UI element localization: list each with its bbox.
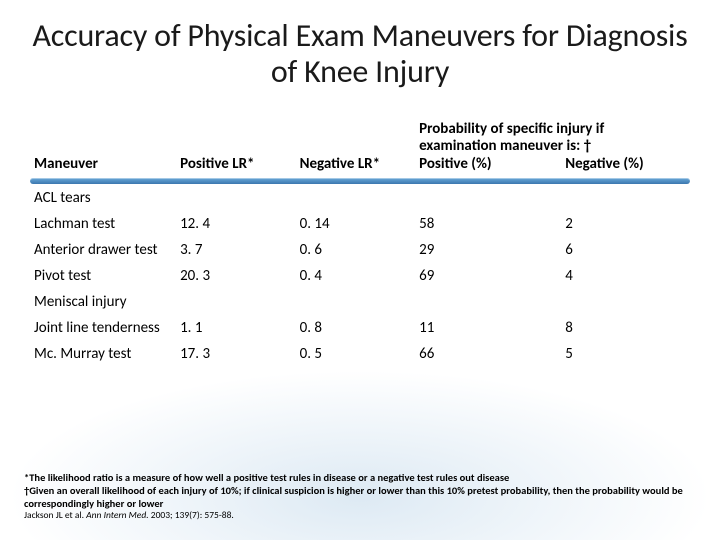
cell-pos-lr: 1. 1 — [174, 315, 294, 341]
col-header-negative-lr: Negative LR* — [294, 155, 414, 177]
section-label: ACL tears — [28, 185, 174, 211]
col-header-prob-negative: Negative (%) — [559, 155, 692, 177]
cell-maneuver: Mc. Murray test — [28, 341, 174, 367]
table-row: Anterior drawer test 3. 7 0. 6 29 6 — [28, 237, 692, 263]
table-section: ACL tears — [28, 185, 692, 211]
citation-journal: Ann Intern Med. — [86, 509, 148, 521]
cell-maneuver: Joint line tenderness — [28, 315, 174, 341]
cell-neg-lr: 0. 4 — [294, 263, 414, 289]
col-header-positive-lr: Positive LR* — [174, 155, 294, 177]
col-header-maneuver: Maneuver — [28, 155, 174, 177]
table-row: Joint line tenderness 1. 1 0. 8 11 8 — [28, 315, 692, 341]
slide: Accuracy of Physical Exam Maneuvers for … — [0, 0, 720, 540]
cell-neg-lr: 0. 6 — [294, 237, 414, 263]
header-rule — [30, 178, 690, 184]
cell-pos-lr: 12. 4 — [174, 211, 294, 237]
page-title: Accuracy of Physical Exam Maneuvers for … — [28, 18, 692, 90]
col-header-prob-group-l2: examination maneuver is: † — [419, 137, 591, 155]
citation-prefix: Jackson JL et al. — [24, 509, 86, 521]
table-row: Lachman test 12. 4 0. 14 58 2 — [28, 211, 692, 237]
cell-prob-pos: 29 — [413, 237, 559, 263]
cell-prob-neg: 6 — [559, 237, 692, 263]
cell-pos-lr: 3. 7 — [174, 237, 294, 263]
cell-prob-pos: 66 — [413, 341, 559, 367]
cell-prob-pos: 58 — [413, 211, 559, 237]
cell-prob-pos: 69 — [413, 263, 559, 289]
cell-maneuver: Pivot test — [28, 263, 174, 289]
footnotes: *The likelihood ratio is a measure of ho… — [24, 471, 696, 522]
col-header-prob-group-l1: Probability of specific injury if — [419, 120, 604, 138]
table-row: Mc. Murray test 17. 3 0. 5 66 5 — [28, 341, 692, 367]
cell-prob-neg: 4 — [559, 263, 692, 289]
cell-prob-pos: 11 — [413, 315, 559, 341]
section-label: Meniscal injury — [28, 289, 174, 315]
footnote-dagger: †Given an overall likelihood of each inj… — [24, 484, 696, 510]
cell-prob-neg: 5 — [559, 341, 692, 367]
table-row: Pivot test 20. 3 0. 4 69 4 — [28, 263, 692, 289]
cell-maneuver: Anterior drawer test — [28, 237, 174, 263]
cell-pos-lr: 17. 3 — [174, 341, 294, 367]
citation: Jackson JL et al. Ann Intern Med. 2003; … — [24, 510, 696, 522]
footnote-star: *The likelihood ratio is a measure of ho… — [24, 471, 696, 484]
cell-neg-lr: 0. 8 — [294, 315, 414, 341]
cell-pos-lr: 20. 3 — [174, 263, 294, 289]
cell-prob-neg: 2 — [559, 211, 692, 237]
col-header-prob-positive: Positive (%) — [413, 155, 559, 177]
cell-prob-neg: 8 — [559, 315, 692, 341]
cell-neg-lr: 0. 14 — [294, 211, 414, 237]
cell-maneuver: Lachman test — [28, 211, 174, 237]
cell-neg-lr: 0. 5 — [294, 341, 414, 367]
accuracy-table: Probability of specific injury if examin… — [28, 118, 692, 368]
citation-suffix: 2003; 139(7): 575-88. — [149, 509, 234, 521]
table-section: Meniscal injury — [28, 289, 692, 315]
col-header-prob-group: Probability of specific injury if examin… — [413, 118, 692, 156]
